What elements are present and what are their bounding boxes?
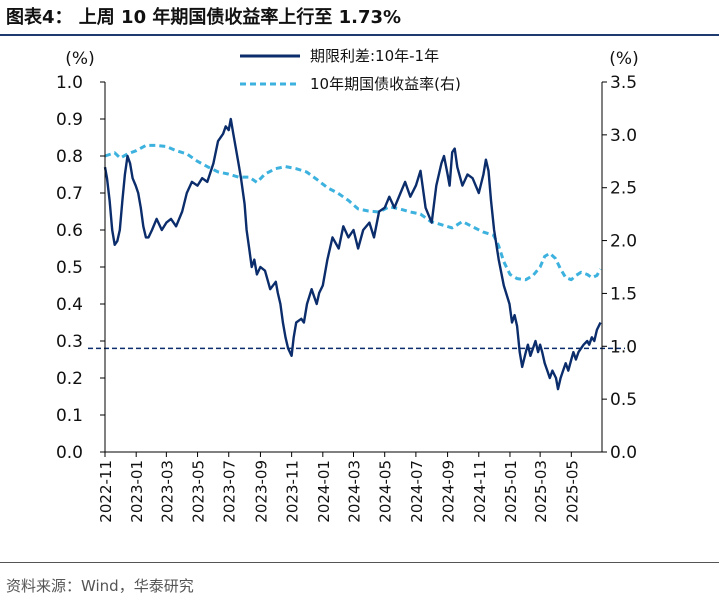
legend-label-yield: 10年期国债收益率(右) [310, 75, 461, 93]
left-axis-unit: (%) [65, 49, 94, 69]
x-tick-label: 2023-09 [252, 460, 270, 523]
right-y-tick-label: 2.5 [610, 179, 637, 199]
left-y-tick-label: 0.8 [56, 147, 83, 167]
figure-title: 图表4： 上周 10 年期国债收益率上行至 1.73% [6, 7, 402, 28]
right-y-tick-label: 0.0 [610, 443, 637, 463]
right-y-tick-label: 3.0 [610, 126, 637, 146]
tick-layer: 0.0 0.1 0.2 0.3 0.4 0.5 0.6 0.7 0.8 0.9 1.0 0.0 0.5 1… [56, 73, 637, 523]
x-tick-label: 2024-09 [440, 460, 458, 523]
left-y-tick-label: 0.9 [56, 110, 83, 130]
left-y-tick-label: 0.7 [56, 184, 83, 204]
x-tick-label: 2023-11 [284, 460, 302, 523]
legend-label-spread: 期限利差:10年-1年 [310, 47, 439, 65]
left-y-tick-label: 0.1 [56, 406, 83, 426]
right-y-tick-label: 1.0 [610, 337, 637, 357]
axis-layer [104, 82, 603, 453]
x-tick-label: 2024-05 [377, 460, 395, 523]
left-y-tick-label: 0.2 [56, 369, 83, 389]
dual-axis-line-chart: 0.0 0.1 0.2 0.3 0.4 0.5 0.6 0.7 0.8 0.9 1.0 0.0 0.5 1… [56, 47, 639, 523]
legend: 期限利差:10年-1年 10年期国债收益率(右) [240, 47, 461, 93]
x-tick-label: 2024-03 [346, 460, 364, 523]
x-tick-label: 2024-01 [315, 460, 333, 523]
x-tick-label: 2025-03 [532, 460, 550, 523]
left-y-tick-label: 0.0 [56, 443, 83, 463]
left-y-tick-label: 0.5 [56, 258, 83, 278]
x-tick-label: 2023-07 [221, 460, 239, 523]
x-tick-label: 2023-03 [158, 460, 176, 523]
left-y-tick-label: 0.6 [56, 221, 83, 241]
footer-rule [0, 562, 719, 563]
series-line-spread [103, 117, 602, 391]
series-layer [103, 117, 602, 391]
x-tick-label: 2025-01 [502, 460, 520, 523]
right-y-tick-label: 1.5 [610, 284, 637, 304]
x-tick-label: 2023-05 [190, 460, 208, 523]
x-tick-label: 2024-11 [471, 460, 489, 523]
left-y-tick-label: 0.3 [56, 332, 83, 352]
x-tick-label: 2022-11 [97, 460, 115, 523]
x-tick-label: 2023-01 [128, 460, 146, 523]
series-line-yield [104, 143, 602, 282]
x-tick-label: 2025-05 [563, 460, 581, 523]
source-note: 资料来源：Wind，华泰研究 [6, 577, 194, 595]
left-y-tick-label: 1.0 [56, 73, 83, 93]
right-axis-unit: (%) [609, 49, 638, 69]
left-y-tick-label: 0.4 [56, 295, 83, 315]
right-y-tick-label: 2.0 [610, 232, 637, 252]
right-y-tick-label: 3.5 [610, 73, 637, 93]
x-tick-label: 2024-07 [408, 460, 426, 523]
title-rule [0, 34, 719, 36]
right-y-tick-label: 0.5 [610, 390, 637, 410]
